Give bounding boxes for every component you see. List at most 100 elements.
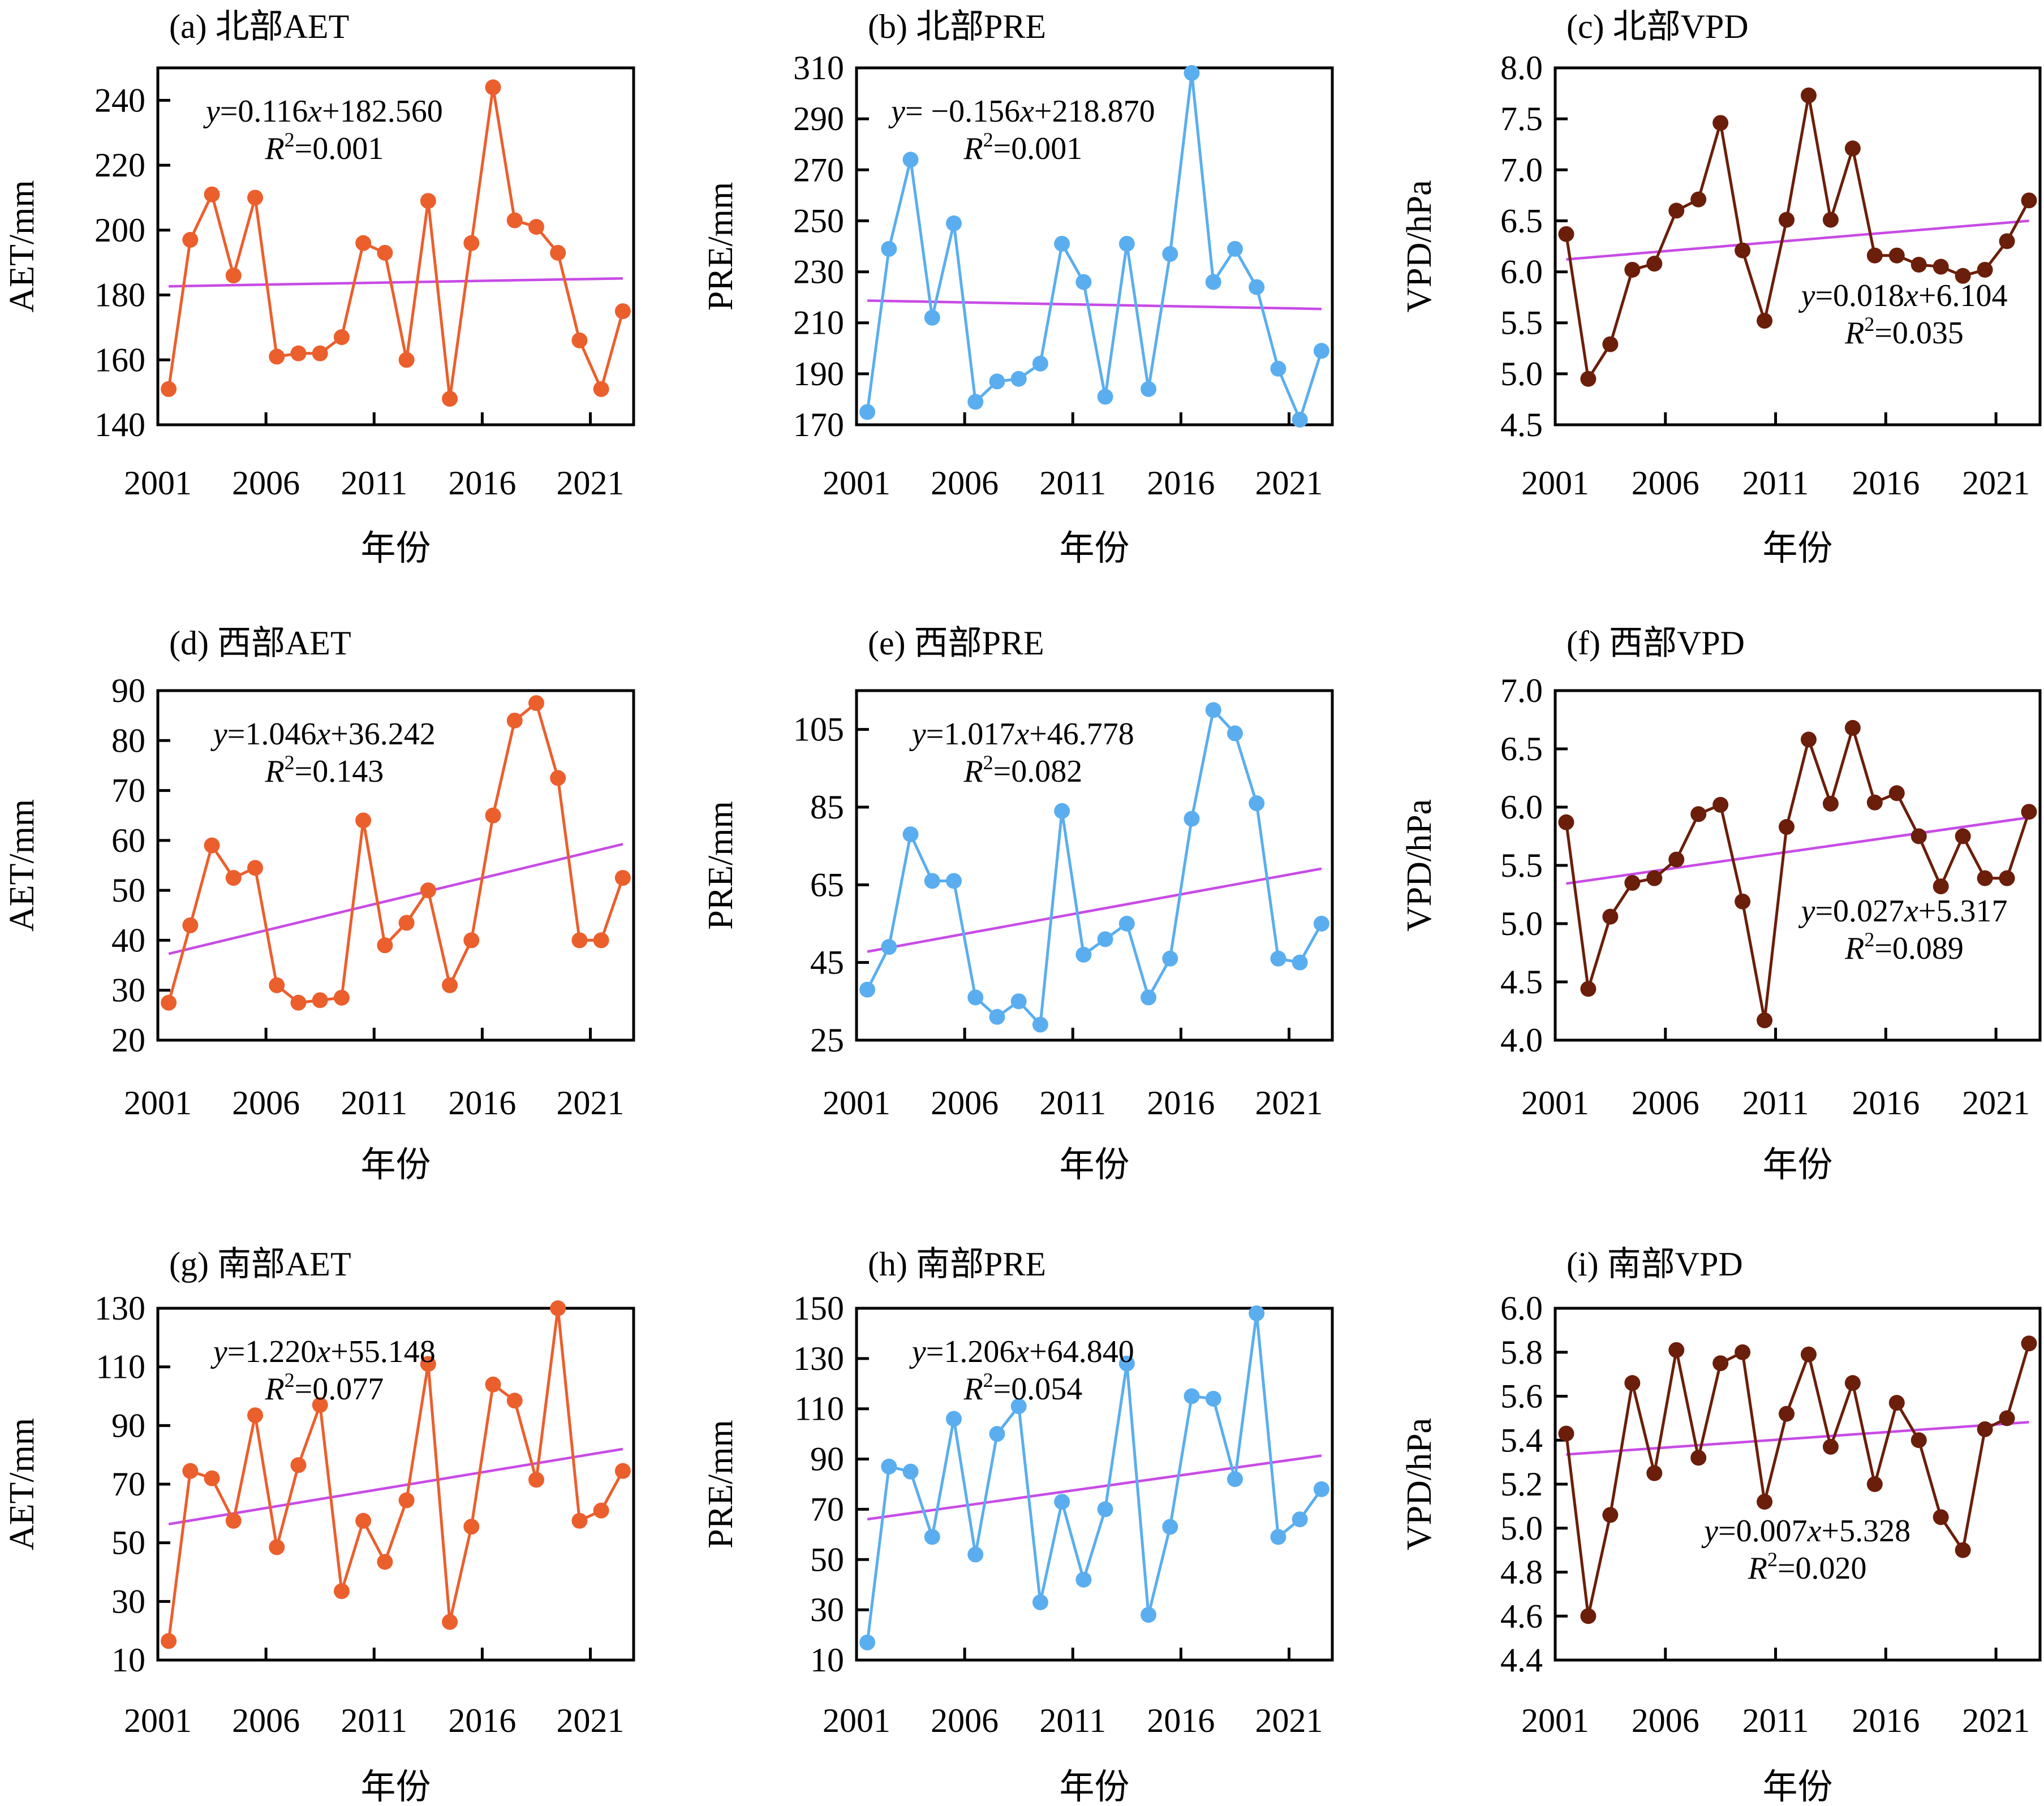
data-point-2022	[2021, 804, 2037, 820]
x-tick-label: 2021	[1962, 464, 2030, 502]
y-tick-label: 5.2	[1500, 1466, 1543, 1503]
data-point-2005	[247, 189, 264, 206]
data-point-2010	[355, 1512, 372, 1529]
data-point-2021	[1999, 233, 2015, 249]
plot-frame	[156, 689, 635, 1042]
trend-line	[168, 1447, 623, 1525]
r2-value: =0.089	[1874, 931, 1964, 966]
data-point-2010	[1757, 313, 1773, 329]
r-squared: R2=0.001	[963, 128, 1082, 166]
y-tick-label: 90	[810, 1441, 844, 1478]
data-point-2006	[967, 989, 984, 1006]
panel-b: (b) 北部PRE 170 190 210 230 250 270 290 310 2001 200…	[702, 8, 1334, 568]
x-tick-label: 2001	[1521, 1702, 1589, 1739]
data-point-2004	[924, 309, 940, 326]
data-point-2011	[377, 937, 393, 954]
data-point-2020	[571, 1512, 588, 1529]
data-point-2009	[1735, 242, 1751, 258]
x-tick-label: 2016	[1852, 464, 1920, 502]
r2-superscript: 2	[285, 1369, 295, 1391]
data-point-2014	[1844, 719, 1861, 736]
r2-symbol: R	[963, 754, 983, 789]
data-point-2004	[225, 1512, 242, 1529]
x-axis-label: 年份	[360, 1768, 431, 1806]
eq-slope: =1.046	[227, 717, 317, 752]
y-axis-label: PRE/mm	[702, 801, 740, 929]
eq-x: x	[1904, 278, 1918, 313]
data-point-2008	[1010, 370, 1027, 387]
y-tick-label: 6.5	[1500, 202, 1543, 239]
data-point-2017	[1205, 1390, 1221, 1407]
data-point-2013	[420, 1356, 436, 1372]
eq-slope: =1.017	[926, 717, 1015, 752]
y-tick-label: 7.0	[1500, 151, 1543, 188]
data-point-2001	[1558, 1425, 1574, 1442]
data-point-2003	[1602, 1507, 1619, 1523]
data-point-2006	[967, 1546, 984, 1563]
x-tick-label: 2011	[1039, 1084, 1106, 1122]
panel-title: (h) 南部PRE	[868, 1245, 1046, 1283]
eq-x: x	[307, 94, 322, 129]
panel-e: (e) 西部PRE 25 45 65 85 105 2001 2006 2011 2016 2021…	[702, 624, 1334, 1184]
data-point-2005	[1646, 1465, 1663, 1481]
data-point-2018	[1933, 258, 1949, 275]
data-point-2013	[1118, 1355, 1135, 1372]
trend-equation: y=0.007x+5.328	[1701, 1514, 1910, 1549]
data-point-2010	[1757, 1494, 1773, 1510]
data-point-2003	[204, 1470, 220, 1486]
data-point-2011	[1075, 1571, 1092, 1588]
x-tick-label: 2011	[1039, 1702, 1106, 1739]
data-point-2010	[355, 812, 372, 829]
data-point-2002	[881, 1458, 897, 1475]
y-tick-label: 310	[793, 49, 844, 87]
eq-slope: =1.206	[926, 1334, 1015, 1369]
eq-intercept: +64.840	[1029, 1334, 1134, 1369]
data-point-2016	[485, 79, 501, 96]
eq-x: x	[1807, 1514, 1822, 1549]
y-tick-label: 80	[111, 722, 145, 759]
data-point-2019	[1955, 1542, 1971, 1558]
x-tick-label: 2011	[1742, 464, 1809, 502]
data-point-2010	[1054, 1494, 1070, 1510]
data-point-2019	[1249, 279, 1265, 295]
panel-h: (h) 南部PRE 10 30 50 70 90 110 130 150 2001 2006 2011…	[702, 1245, 1334, 1806]
plot-frame	[855, 1307, 1334, 1662]
series-line	[167, 700, 625, 1005]
trend-line	[1566, 816, 2029, 885]
panel-title: (f) 西部VPD	[1567, 624, 1745, 662]
data-point-2019	[550, 770, 566, 786]
eq-y: y	[1701, 1514, 1718, 1549]
y-tick-label: 10	[111, 1641, 145, 1679]
eq-y: y	[1798, 278, 1815, 313]
data-point-2016	[1184, 65, 1200, 81]
y-axis-label: VPD/hPa	[1400, 180, 1439, 312]
data-point-2008	[1712, 115, 1729, 131]
data-point-2007	[1690, 191, 1707, 208]
trend-equation: y=0.027x+5.317	[1798, 894, 2008, 929]
data-point-2005	[1646, 870, 1663, 886]
data-point-2020	[1977, 870, 1993, 886]
y-tick-label: 6.5	[1500, 730, 1543, 768]
data-point-2005	[946, 1411, 962, 1427]
data-point-2011	[1075, 274, 1092, 290]
data-point-2012	[1800, 87, 1817, 104]
y-tick-label: 6.0	[1500, 253, 1543, 291]
series-line	[167, 87, 625, 399]
r2-superscript: 2	[983, 128, 993, 151]
y-tick-label: 60	[111, 822, 145, 859]
x-axis-label: 年份	[360, 1146, 431, 1184]
data-point-2022	[1313, 916, 1329, 932]
y-tick-label: 7.0	[1500, 672, 1543, 709]
data-point-2019	[1955, 268, 1971, 284]
trend-line	[867, 299, 1322, 311]
y-tick-label: 50	[810, 1541, 844, 1578]
data-point-2016	[485, 1376, 501, 1393]
data-point-2004	[924, 1529, 940, 1545]
y-axis-label: AET/mm	[3, 1418, 41, 1550]
series-line	[866, 707, 1323, 1028]
data-point-2022	[614, 1463, 631, 1479]
data-point-2002	[182, 917, 199, 933]
data-point-2004	[1624, 874, 1641, 891]
trend-line	[169, 277, 623, 288]
r2-symbol: R	[963, 1372, 983, 1407]
